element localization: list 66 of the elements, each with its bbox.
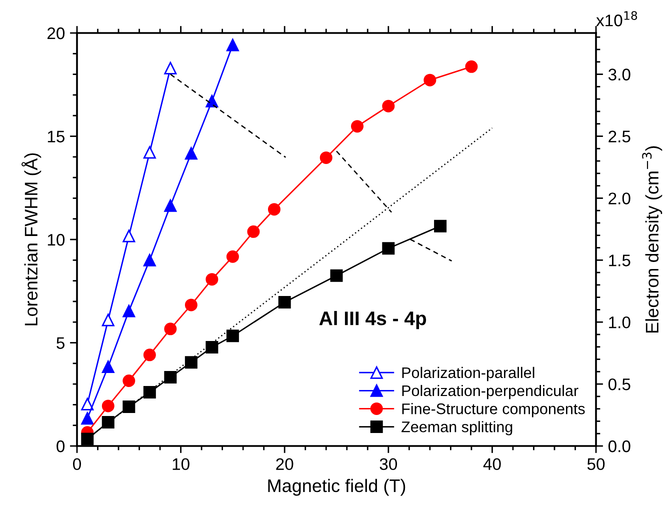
legend-label: Fine-Structure components bbox=[402, 403, 585, 418]
point bbox=[330, 269, 343, 282]
x-tick-label: 40 bbox=[483, 458, 501, 470]
point bbox=[122, 304, 136, 318]
point bbox=[206, 94, 218, 108]
point bbox=[382, 242, 395, 255]
point bbox=[143, 386, 156, 399]
y2-tick-label: 3.0 bbox=[608, 68, 630, 80]
y-tick-label: 5 bbox=[56, 337, 64, 349]
point bbox=[226, 250, 239, 263]
point bbox=[122, 400, 136, 414]
y-tick-label: 0 bbox=[56, 440, 65, 452]
point bbox=[382, 100, 395, 112]
y2-tick-label: 2.5 bbox=[608, 130, 630, 142]
point bbox=[102, 400, 114, 412]
point bbox=[143, 348, 156, 362]
legend-label: Polarization-parallel bbox=[402, 366, 534, 382]
point bbox=[102, 416, 114, 429]
y-tick-label: 20 bbox=[47, 27, 65, 40]
x-tick-label: 50 bbox=[587, 458, 605, 470]
point bbox=[465, 60, 478, 73]
point bbox=[226, 38, 239, 52]
point bbox=[226, 330, 239, 342]
annotation: Al III 4s - 4p bbox=[319, 310, 426, 330]
point bbox=[81, 412, 94, 425]
legend-label: Zeeman splitting bbox=[402, 421, 512, 436]
point bbox=[247, 225, 260, 238]
point bbox=[164, 370, 177, 384]
y2-tick-label: 0.0 bbox=[608, 440, 630, 452]
point bbox=[122, 230, 136, 242]
point bbox=[143, 254, 156, 266]
point bbox=[164, 322, 177, 336]
x-tick-label: 0 bbox=[73, 458, 81, 470]
y-tick-label: 15 bbox=[48, 130, 64, 142]
y2-tick-label: 0.5 bbox=[608, 378, 630, 390]
point bbox=[434, 220, 447, 232]
legend-label: Polarization-perpendicular bbox=[402, 384, 578, 400]
y2-tick-label: 1.5 bbox=[609, 254, 630, 266]
point bbox=[102, 314, 114, 326]
y-tick-label: 10 bbox=[48, 234, 65, 246]
x-tick-label: 20 bbox=[276, 458, 294, 470]
x-tick-label: 30 bbox=[380, 458, 398, 470]
point bbox=[424, 74, 436, 86]
point bbox=[268, 203, 280, 216]
point bbox=[184, 147, 198, 160]
point bbox=[351, 120, 364, 133]
point bbox=[122, 374, 136, 387]
point bbox=[81, 398, 94, 410]
point bbox=[164, 62, 177, 74]
point bbox=[102, 360, 114, 373]
point bbox=[184, 356, 198, 369]
x-tick-label: 10 bbox=[172, 458, 190, 470]
point bbox=[81, 432, 94, 446]
point bbox=[278, 296, 291, 309]
point bbox=[143, 146, 156, 159]
x-axis-title: Magnetic field (T) bbox=[268, 478, 406, 496]
y-axis-title: Lorentzian FWHM (Å) bbox=[22, 153, 42, 326]
point bbox=[164, 199, 177, 212]
point bbox=[206, 341, 218, 354]
point bbox=[184, 298, 198, 312]
text: x10$^{18}$ bbox=[596, 11, 638, 26]
y2-axis-title: Electron density (cm$^{−3}$) bbox=[642, 146, 662, 333]
y2-tick-label: 1.0 bbox=[609, 316, 630, 328]
y2-tick-label: 2.0 bbox=[608, 192, 630, 204]
point bbox=[320, 151, 332, 164]
point bbox=[206, 273, 218, 286]
